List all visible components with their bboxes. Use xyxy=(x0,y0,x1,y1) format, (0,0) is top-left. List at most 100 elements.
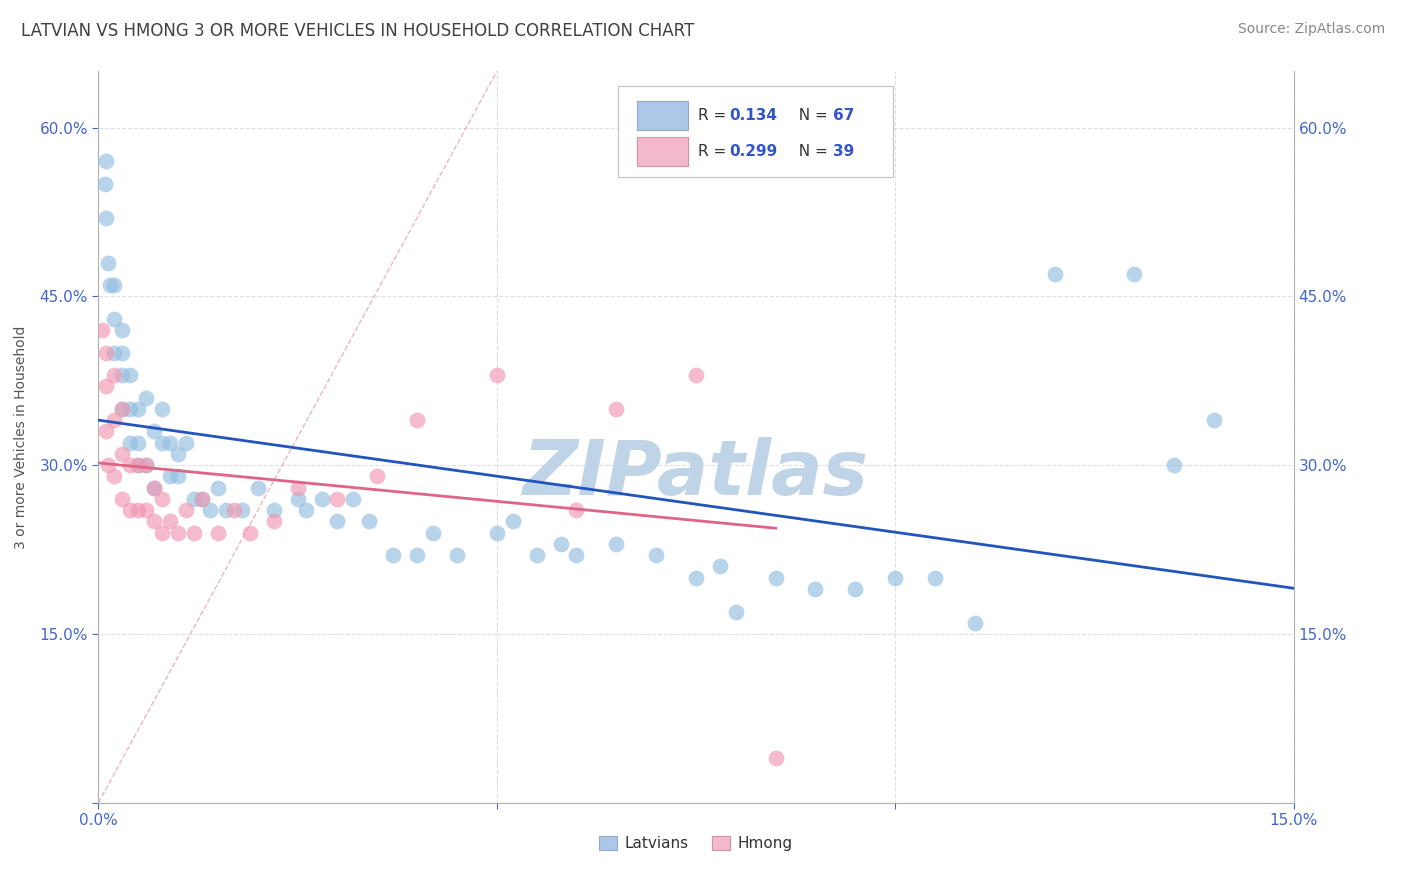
Point xyxy=(159,469,181,483)
Point xyxy=(342,491,364,506)
Point xyxy=(135,503,157,517)
Point xyxy=(120,368,142,383)
Point xyxy=(239,525,262,540)
Point xyxy=(359,515,381,529)
Point xyxy=(884,571,907,585)
Point xyxy=(183,491,205,506)
Point xyxy=(111,447,134,461)
Text: 67: 67 xyxy=(834,108,855,123)
Text: R =: R = xyxy=(699,108,731,123)
Point xyxy=(724,605,747,619)
Point xyxy=(135,458,157,473)
Point xyxy=(167,525,190,540)
Point xyxy=(287,481,309,495)
Point xyxy=(103,312,125,326)
Point xyxy=(326,515,349,529)
Text: N =: N = xyxy=(789,145,832,160)
Point xyxy=(207,525,229,540)
Text: 0.134: 0.134 xyxy=(730,108,778,123)
Point xyxy=(804,582,827,596)
Point xyxy=(120,401,142,416)
Point xyxy=(127,503,149,517)
Point xyxy=(143,481,166,495)
Point xyxy=(963,615,986,630)
Point xyxy=(150,401,173,416)
Point xyxy=(97,458,120,473)
Point xyxy=(159,515,181,529)
Point xyxy=(127,435,149,450)
FancyBboxPatch shape xyxy=(637,137,688,167)
Point xyxy=(103,413,125,427)
Point xyxy=(222,503,245,517)
Point xyxy=(311,491,333,506)
Point xyxy=(294,503,316,517)
Point xyxy=(446,548,468,562)
Point xyxy=(366,469,388,483)
Point xyxy=(98,278,122,293)
Point xyxy=(844,582,866,596)
Point xyxy=(103,345,125,359)
Point xyxy=(96,211,118,225)
Point xyxy=(97,255,120,269)
FancyBboxPatch shape xyxy=(637,101,688,130)
Point xyxy=(96,154,118,169)
Point xyxy=(111,368,134,383)
Point xyxy=(765,571,787,585)
Point xyxy=(1202,413,1225,427)
Point xyxy=(120,458,142,473)
Point xyxy=(406,413,429,427)
Point xyxy=(1163,458,1185,473)
Point xyxy=(485,525,508,540)
Point xyxy=(103,278,125,293)
Point xyxy=(135,458,157,473)
Point xyxy=(167,469,190,483)
Point xyxy=(263,503,285,517)
Point xyxy=(111,345,134,359)
Point xyxy=(191,491,214,506)
Text: LATVIAN VS HMONG 3 OR MORE VEHICLES IN HOUSEHOLD CORRELATION CHART: LATVIAN VS HMONG 3 OR MORE VEHICLES IN H… xyxy=(21,22,695,40)
Text: N =: N = xyxy=(789,108,832,123)
Point xyxy=(111,491,134,506)
Point xyxy=(924,571,946,585)
Point xyxy=(150,525,173,540)
Point xyxy=(191,491,214,506)
Point xyxy=(103,469,125,483)
Point xyxy=(111,401,134,416)
Point xyxy=(485,368,508,383)
Point xyxy=(174,503,197,517)
Point xyxy=(120,503,142,517)
Point xyxy=(246,481,269,495)
Point xyxy=(215,503,238,517)
Point xyxy=(502,515,524,529)
Point xyxy=(565,548,588,562)
Text: ZIPatlas: ZIPatlas xyxy=(523,437,869,510)
Point xyxy=(167,447,190,461)
Point xyxy=(111,323,134,337)
Point xyxy=(263,515,285,529)
Point xyxy=(287,491,309,506)
Point xyxy=(685,368,707,383)
Point xyxy=(645,548,668,562)
Point xyxy=(183,525,205,540)
Point xyxy=(198,503,221,517)
Point xyxy=(91,323,114,337)
Point xyxy=(103,368,125,383)
Point xyxy=(207,481,229,495)
Y-axis label: 3 or more Vehicles in Household: 3 or more Vehicles in Household xyxy=(14,326,28,549)
Point xyxy=(127,458,149,473)
Text: 39: 39 xyxy=(834,145,855,160)
Point xyxy=(159,435,181,450)
FancyBboxPatch shape xyxy=(619,86,893,178)
Text: Source: ZipAtlas.com: Source: ZipAtlas.com xyxy=(1237,22,1385,37)
Point xyxy=(96,425,118,439)
Point xyxy=(150,435,173,450)
Legend: Latvians, Hmong: Latvians, Hmong xyxy=(593,830,799,857)
Point xyxy=(143,481,166,495)
Point xyxy=(526,548,548,562)
Point xyxy=(422,525,444,540)
Point xyxy=(96,345,118,359)
Point xyxy=(326,491,349,506)
Point xyxy=(382,548,405,562)
Point xyxy=(150,491,173,506)
Point xyxy=(550,537,572,551)
